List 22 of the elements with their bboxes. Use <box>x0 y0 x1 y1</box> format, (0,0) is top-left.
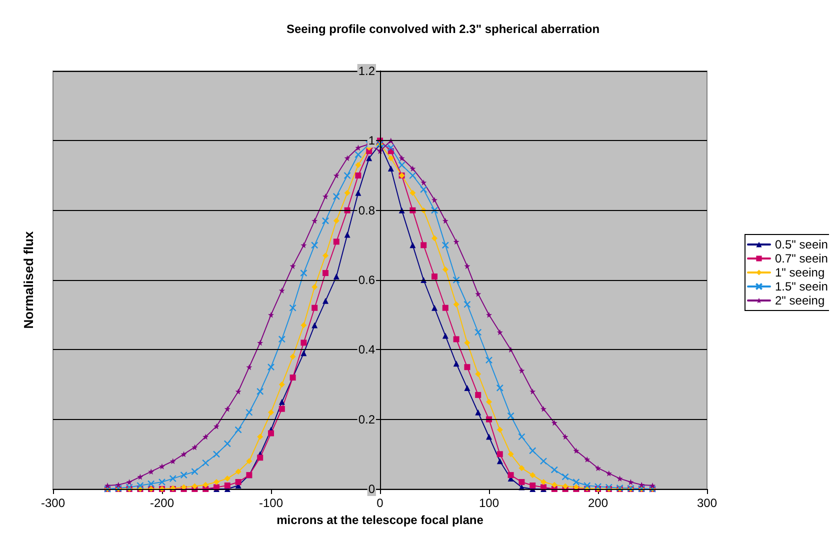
x-tick-label: 100 <box>478 496 500 510</box>
x-axis-title: microns at the telescope focal plane <box>276 512 484 527</box>
y-tick-label: 0.4 <box>358 342 376 357</box>
y-axis-title: Normalised flux <box>21 230 36 329</box>
legend-label: 0.5" seein <box>775 238 828 252</box>
legend-label: 1" seeing <box>775 266 825 280</box>
y-tick-label: 0.6 <box>358 273 376 287</box>
chart-title: Seeing profile convolved with 2.3" spherical aberration <box>286 22 600 36</box>
x-tick-label: 0 <box>376 496 384 510</box>
y-tick-label: 1.2 <box>358 64 376 78</box>
x-tick-label: -300 <box>40 496 66 510</box>
y-tick-label: 0.8 <box>358 203 376 218</box>
x-tick-label: 200 <box>588 496 608 510</box>
y-tick-label: 1 <box>368 134 376 148</box>
legend-label: 1.5" seein <box>775 280 828 294</box>
y-tick-label: 0.2 <box>358 412 376 426</box>
legend-label: 2" seeing <box>775 294 825 308</box>
x-tick-label: -100 <box>258 496 284 510</box>
x-tick-label: 300 <box>696 496 718 510</box>
y-tick-label: 0 <box>368 482 376 496</box>
legend-label: 0.7" seein <box>775 252 828 266</box>
x-tick-label: -200 <box>150 496 174 510</box>
